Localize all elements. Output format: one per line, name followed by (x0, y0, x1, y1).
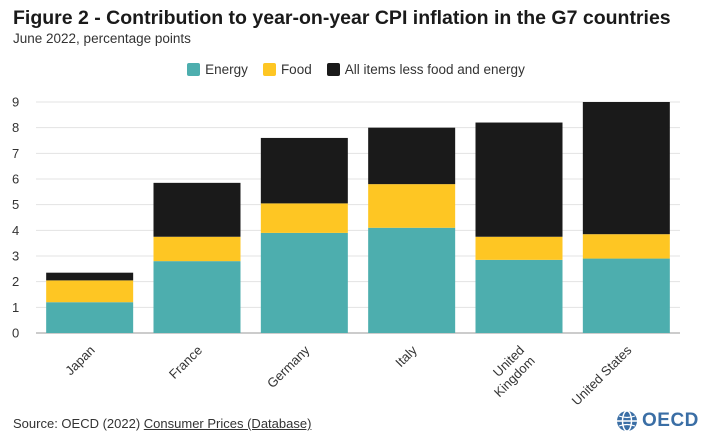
chart-title: Figure 2 - Contribution to year-on-year … (13, 7, 671, 29)
bar-segment-food-japan (46, 280, 134, 303)
x-tick-label: United States (569, 342, 635, 408)
x-tick-label: Japan (62, 343, 98, 379)
bar-segment-energy-united-kingdom (475, 259, 563, 333)
bar-segment-all-items-less-food-and-energy-united-states (582, 102, 670, 235)
legend-label-food: Food (280, 62, 312, 77)
globe-icon (617, 410, 637, 432)
legend-swatch-energy (187, 63, 201, 76)
source-prefix: Source: OECD (2022) (13, 416, 141, 431)
x-tick-label-line: United States (569, 342, 635, 408)
bar-segment-energy-japan (46, 302, 134, 333)
bar-segment-all-items-less-food-and-energy-italy (368, 127, 456, 185)
source-note: Source: OECD (2022) Consumer Prices (Dat… (13, 416, 311, 431)
x-tick-label-line: Germany (264, 342, 313, 391)
legend-item-core: All items less food and energy (326, 62, 525, 77)
bar-segment-all-items-less-food-and-energy-germany (260, 137, 348, 204)
legend-swatch-core (326, 63, 340, 76)
x-tick-label: France (166, 343, 205, 382)
bar-segment-food-germany (260, 203, 348, 233)
y-tick-label: 4 (12, 223, 19, 238)
y-tick-label: 8 (12, 120, 19, 135)
y-tick-label: 2 (12, 274, 19, 289)
bar-segment-energy-united-states (582, 258, 670, 333)
bar-segment-food-united-states (582, 234, 670, 259)
y-tick-label: 9 (12, 95, 19, 110)
bar-segment-energy-france (153, 261, 241, 333)
bar-segment-energy-germany (260, 232, 348, 333)
bar-segment-food-united-kingdom (475, 236, 563, 260)
x-tick-label-line: Italy (392, 342, 420, 370)
legend-label-energy: Energy (205, 62, 248, 77)
bar-segment-food-france (153, 236, 241, 262)
oecd-logo: OECD (616, 410, 699, 432)
bar-segment-food-italy (368, 184, 456, 228)
bar-segment-all-items-less-food-and-energy-japan (46, 272, 134, 281)
y-tick-label: 6 (12, 172, 19, 187)
chart-subtitle: June 2022, percentage points (13, 31, 191, 46)
x-tick-label-line: France (166, 343, 205, 382)
y-tick-label: 1 (12, 300, 19, 315)
logo-text: OECD (642, 410, 699, 431)
bar-segment-energy-italy (368, 227, 456, 333)
chart-legend: Energy Food All items less food and ener… (0, 62, 712, 77)
legend-item-food: Food (262, 62, 312, 77)
x-tick-label-line: Japan (62, 343, 98, 379)
legend-swatch-food (262, 63, 276, 76)
y-tick-label: 5 (12, 197, 19, 212)
bar-segment-all-items-less-food-and-energy-united-kingdom (475, 122, 563, 237)
legend-item-energy: Energy (187, 62, 248, 77)
legend-label-core: All items less food and energy (344, 62, 525, 77)
y-tick-label: 0 (12, 326, 19, 341)
x-tick-label: UnitedKingdom (480, 343, 537, 400)
y-tick-label: 7 (12, 146, 19, 161)
bar-segment-all-items-less-food-and-energy-france (153, 182, 241, 237)
x-tick-label: Italy (392, 342, 420, 370)
x-tick-label: Germany (264, 342, 313, 391)
y-tick-label: 3 (12, 249, 19, 264)
source-link[interactable]: Consumer Prices (Database) (143, 416, 312, 431)
